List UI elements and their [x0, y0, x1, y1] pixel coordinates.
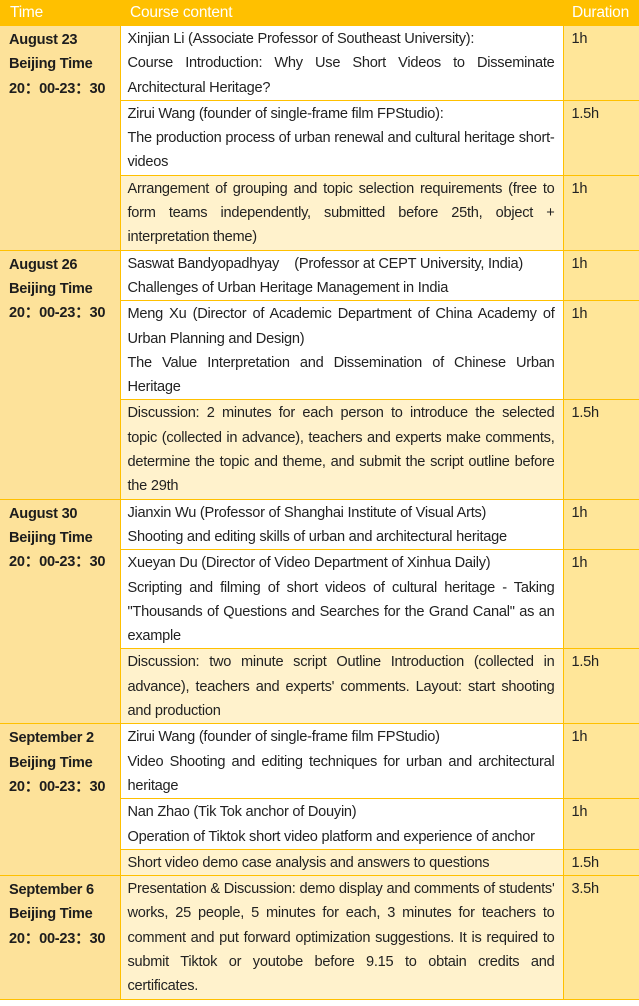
duration-cell: 1h [562, 249, 639, 302]
course-content-line: Arrangement of grouping and topic select… [127, 180, 555, 246]
session-row: Arrangement of grouping and topic select… [0, 174, 639, 251]
time-hours: 20：00-23：30 [9, 778, 106, 795]
course-content-line: Jianxin Wu (Professor of Shanghai Instit… [127, 504, 487, 521]
session-row: Zirui Wang (founder of single-frame film… [0, 99, 639, 176]
time-date: August 23 [9, 32, 78, 48]
course-content-line: Course Introduction: Why Use Short Video… [127, 55, 555, 96]
time-cell: September 2 Beijing Time 20：00-23：30 [0, 723, 121, 877]
schedule-body: August 23 Beijing Time 20：00-23：30 Xinjian … [0, 25, 639, 1000]
time-zone: Beijing Time [9, 754, 93, 771]
session-row: Short video demo case analysis and answe… [0, 848, 639, 877]
duration-cell: 1h [562, 723, 639, 800]
time-hours: 20：00-23：30 [9, 305, 106, 322]
course-content-line: Discussion: 2 minutes for each person to… [127, 405, 555, 495]
session-row: Discussion: 2 minutes for each person to… [0, 399, 639, 500]
time-zone: Beijing Time [9, 280, 93, 297]
course-content-line: Video Shooting and editing techniques fo… [127, 753, 555, 794]
header-time: Time [0, 0, 120, 26]
course-content-line: Xinjian Li (Associate Professor of South… [127, 31, 475, 47]
course-content-line: Xueyan Du (Director of Video Department … [127, 555, 491, 572]
time-hours: 20：00-23：30 [9, 930, 106, 947]
course-content-line: Discussion: two minute script Outline In… [127, 654, 555, 720]
session-row: Nan Zhao (Tik Tok anchor of Douyin) Opera… [0, 798, 639, 850]
duration-cell: 1.5h [562, 648, 639, 725]
course-content-cell: Saswat Bandyopadhyay (Professor at CEPT … [119, 249, 564, 302]
course-content-line: Nan Zhao (Tik Tok anchor of Douyin) [127, 804, 357, 821]
duration-cell: 1h [562, 798, 639, 850]
course-content-cell: Zirui Wang (founder of single-frame film… [119, 99, 564, 176]
duration-cell: 1h [562, 549, 639, 650]
course-content-line: The production process of urban renewal … [127, 130, 555, 171]
session-row: Discussion: two minute script Outline In… [0, 648, 639, 725]
session-row: August 23 Beijing Time 20：00-23：30 Xinjian … [0, 25, 639, 251]
course-content-line: The Value Interpretation and Disseminati… [127, 354, 555, 396]
time-cell: August 30 Beijing Time 20：00-23：30 [0, 498, 121, 725]
duration-cell: 1h [562, 174, 639, 251]
time-date: September 6 [9, 882, 94, 899]
session-row: Meng Xu (Director of Academic Department… [0, 300, 639, 401]
course-content-cell: Short video demo case analysis and answe… [119, 848, 564, 877]
session-row: August 26 Beijing Time 20：00-23：30 Saswat B… [0, 249, 639, 500]
time-date: August 30 [9, 505, 78, 522]
duration-cell: 1h [562, 300, 639, 401]
course-content-cell: Meng Xu (Director of Academic Department… [119, 300, 564, 401]
course-content-line: Challenges of Urban Heritage Management … [127, 279, 449, 296]
session-row: September 2 Beijing Time 20：00-23：30 Zirui … [0, 723, 639, 877]
time-hours: 20：00-23：30 [9, 554, 106, 571]
session-row: September 6 Beijing Time 20：00-23：30 Presen… [0, 875, 639, 1000]
course-content-cell: Xinjian Li (Associate Professor of South… [119, 25, 564, 101]
duration-cell: 3.5h [562, 875, 639, 1000]
course-content-line: Zirui Wang (founder of single-frame film… [127, 105, 444, 122]
header-row: Time Course content Duration [0, 0, 639, 26]
course-content-cell: Discussion: two minute script Outline In… [119, 648, 564, 725]
header-duration: Duration [563, 0, 639, 26]
course-content-line: Scripting and filming of short videos of… [127, 579, 555, 645]
course-content-cell: Xueyan Du (Director of Video Department … [119, 549, 564, 650]
course-content-line: Presentation & Discussion: demo display … [127, 881, 555, 995]
time-zone: Beijing Time [9, 906, 93, 923]
time-date: September 2 [9, 730, 94, 747]
time-zone: Beijing Time [9, 529, 93, 546]
duration-cell: 1.5h [562, 399, 639, 500]
course-content-line: Saswat Bandyopadhyay (Professor at CEPT … [127, 255, 524, 272]
course-content-line: Shooting and editing skills of urban and… [127, 528, 508, 545]
course-content-cell: Presentation & Discussion: demo display … [119, 875, 564, 1000]
course-content-line: Zirui Wang (founder of single-frame film… [127, 729, 440, 746]
course-content-cell: Arrangement of grouping and topic select… [119, 174, 564, 251]
time-date: August 26 [9, 256, 78, 273]
session-row: Xueyan Du (Director of Video Department … [0, 549, 639, 650]
course-content-cell: Discussion: 2 minutes for each person to… [119, 399, 564, 500]
time-cell: August 26 Beijing Time 20：00-23：30 [0, 249, 121, 500]
duration-cell: 1.5h [562, 99, 639, 176]
course-content-cell: Jianxin Wu (Professor of Shanghai Instit… [119, 498, 564, 551]
course-content-line: Meng Xu (Director of Academic Department… [127, 306, 555, 347]
course-content-line: Operation of Tiktok short video platform… [127, 828, 535, 845]
session-row: August 30 Beijing Time 20：00-23：30 Jianxin … [0, 498, 639, 725]
duration-cell: 1h [562, 498, 639, 551]
time-cell: August 23 Beijing Time 20：00-23：30 [0, 25, 121, 251]
time-zone: Beijing Time [9, 56, 93, 73]
course-content-cell: Zirui Wang (founder of single-frame film… [119, 723, 564, 800]
time-hours: 20：00-23：30 [9, 80, 106, 97]
course-content-line: Short video demo case analysis and answe… [127, 854, 490, 871]
duration-cell: 1h [562, 25, 639, 101]
header-course-content: Course content [120, 0, 563, 26]
course-content-cell: Nan Zhao (Tik Tok anchor of Douyin) Opera… [119, 798, 564, 850]
duration-cell: 1.5h [562, 848, 639, 877]
time-cell: September 6 Beijing Time 20：00-23：30 [0, 875, 121, 1000]
